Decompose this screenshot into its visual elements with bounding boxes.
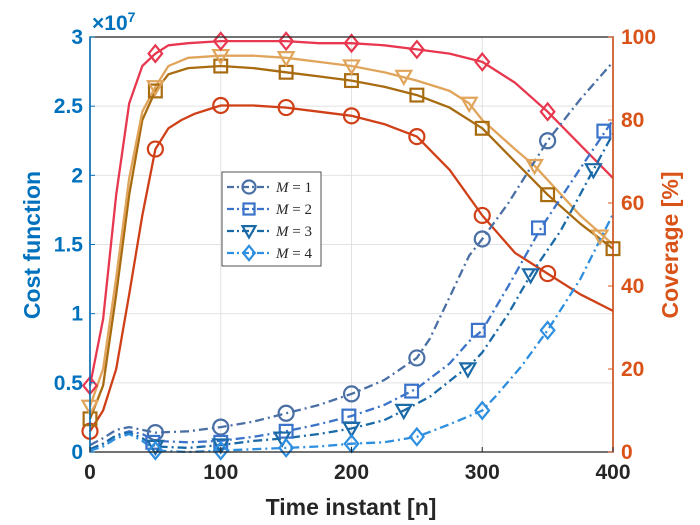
left-tick-label: 0.5 — [54, 372, 84, 395]
coverage-marker-3 — [145, 80, 165, 97]
cost-marker-1 — [277, 404, 295, 422]
coverage-marker-2 — [540, 187, 556, 203]
legend-label-var: M — [275, 202, 290, 218]
coverage-marker-3 — [590, 229, 610, 246]
legend-label-var: M — [275, 180, 290, 196]
coverage-marker-1 — [473, 206, 491, 225]
left-tick-label: 1.5 — [54, 234, 84, 257]
x-tick-label: 200 — [334, 461, 369, 484]
cost-marker-3 — [394, 403, 414, 421]
cost-marker-4 — [212, 440, 229, 461]
left-tick-label: 3 — [71, 26, 83, 49]
axis-multiplier: ×107 — [92, 9, 136, 35]
cost-marker-2 — [404, 383, 420, 399]
left-tick-label: 0 — [71, 441, 83, 464]
cost-line-3 — [89, 133, 615, 451]
cost-marker-1 — [342, 385, 361, 403]
x-tick-label: 300 — [465, 461, 500, 484]
right-tick-label: 0 — [621, 441, 633, 464]
coverage-marker-4 — [408, 39, 426, 60]
coverage-marker-4 — [343, 33, 360, 54]
coverage-line-4 — [88, 39, 614, 386]
legend: M = 1M = 2M = 3M = 4 — [221, 171, 322, 267]
coverage-line-3 — [88, 54, 614, 407]
coverage-marker-4 — [147, 43, 164, 64]
x-tick-label: 100 — [203, 461, 238, 484]
cost-marker-1 — [473, 230, 491, 248]
legend-marker-4 — [241, 244, 257, 262]
legend-label-value: = 1 — [289, 180, 312, 196]
cost-line-2 — [89, 119, 614, 451]
cost-marker-1 — [408, 349, 426, 367]
series-lines — [88, 39, 615, 454]
coverage-marker-1 — [408, 128, 426, 146]
legend-label-4: M = 4 — [275, 246, 312, 262]
series-markers — [80, 31, 621, 461]
right-tick-label: 80 — [621, 109, 644, 132]
legend-label-var: M — [275, 224, 290, 240]
cost-marker-4 — [539, 320, 556, 341]
legend-label-value: = 2 — [289, 202, 312, 218]
legend-marker-3 — [240, 225, 258, 240]
coverage-marker-1 — [539, 264, 557, 283]
coverage-marker-3 — [276, 51, 296, 68]
coverage-marker-1 — [277, 98, 295, 117]
right-tick-label: 20 — [621, 358, 644, 381]
coverage-marker-1 — [146, 140, 164, 158]
axis-multiplier-base: ×10 — [92, 12, 128, 35]
cost-marker-4 — [474, 400, 491, 421]
cost-marker-2 — [530, 220, 546, 236]
coverage-line-1 — [89, 104, 614, 432]
cost-marker-3 — [521, 268, 541, 285]
coverage-marker-1 — [212, 96, 230, 115]
cost-marker-3 — [583, 163, 603, 180]
legend-label-1: M = 1 — [275, 180, 312, 196]
left-tick-label: 1 — [71, 303, 83, 326]
cost-marker-4 — [277, 437, 295, 458]
right-tick-label: 60 — [621, 192, 644, 215]
cost-line-1 — [89, 61, 614, 447]
legend-marker-2 — [242, 202, 256, 216]
legend-label-2: M = 2 — [275, 202, 312, 218]
legend-label-var: M — [275, 246, 290, 262]
cost-marker-2 — [596, 123, 612, 139]
left-axis-label: Cost function — [19, 171, 45, 319]
coverage-marker-2 — [474, 120, 490, 136]
coverage-marker-2 — [147, 83, 163, 99]
coverage-marker-3 — [342, 59, 361, 76]
cost-marker-1 — [212, 418, 230, 436]
coverage-marker-4 — [474, 51, 491, 72]
coverage-marker-1 — [342, 107, 361, 125]
coverage-marker-4 — [539, 101, 556, 122]
x-tick-label: 0 — [84, 461, 96, 484]
left-tick-label: 2 — [71, 164, 83, 187]
cost-marker-3 — [458, 362, 478, 379]
legend-label-value: = 4 — [289, 246, 313, 262]
coverage-marker-3 — [459, 96, 479, 114]
right-tick-label: 100 — [621, 26, 656, 49]
cost-marker-1 — [539, 132, 557, 150]
legend-marker-1 — [241, 179, 257, 195]
coverage-marker-2 — [409, 87, 425, 103]
cost-marker-4 — [408, 426, 426, 447]
coverage-marker-3 — [394, 69, 414, 87]
right-tick-label: 40 — [621, 275, 644, 298]
coverage-marker-2 — [213, 58, 229, 74]
cost-marker-3 — [342, 421, 361, 439]
right-axis-label: Coverage [%] — [657, 172, 683, 319]
x-axis-label: Time instant [n] — [266, 494, 437, 520]
coverage-marker-4 — [277, 31, 295, 52]
axis-multiplier-exponent: 7 — [128, 9, 136, 25]
coverage-marker-4 — [212, 31, 229, 52]
left-tick-label: 2.5 — [54, 95, 84, 118]
cost-marker-4 — [147, 440, 164, 461]
coverage-line-2 — [88, 64, 614, 420]
cost-marker-2 — [470, 322, 486, 338]
legend-label-value: = 3 — [289, 224, 312, 240]
legend-label-3: M = 3 — [275, 224, 312, 240]
coverage-marker-3 — [525, 158, 544, 176]
x-tick-label: 400 — [595, 461, 630, 484]
